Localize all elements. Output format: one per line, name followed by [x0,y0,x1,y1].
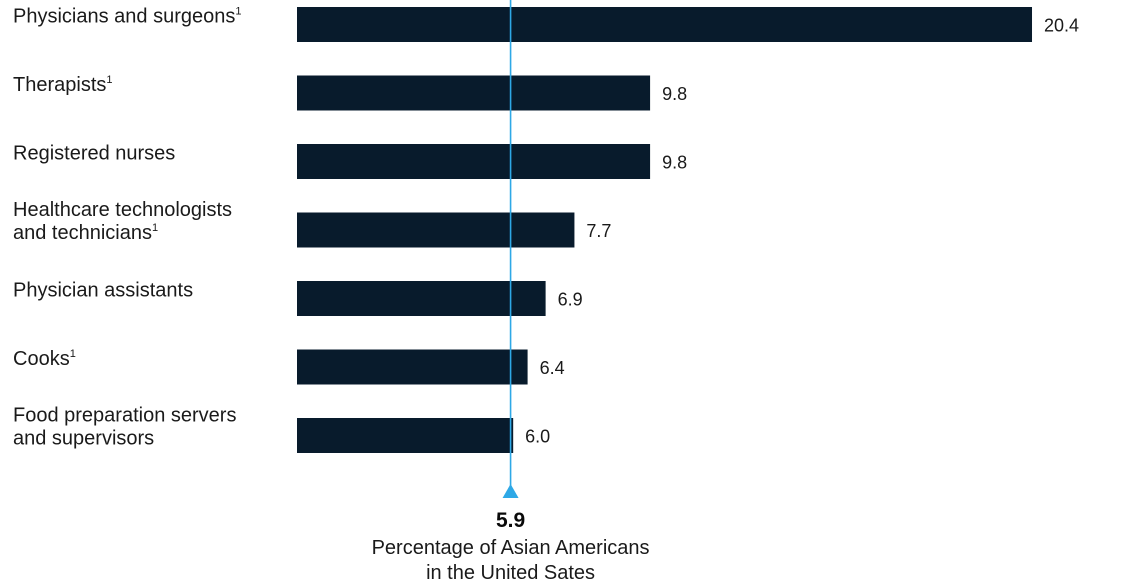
reference-caption: Percentage of Asian Americans [372,537,650,559]
bar-value-label: 7.7 [586,221,611,241]
reference-marker-icon [502,484,519,498]
category-label: Registered nurses [13,143,175,165]
reference-value: 5.9 [496,509,525,532]
category-label: Physician assistants [13,280,193,302]
bar-value-label: 9.8 [662,84,687,104]
category-label: and supervisors [13,428,154,450]
bar [297,144,651,179]
bar [297,349,528,385]
bar-value-label: 6.9 [558,290,583,310]
category-label: Food preparation servers [13,405,236,427]
category-label: Therapists1 [13,74,113,96]
bar [297,212,575,248]
bar [297,7,1033,42]
bar [297,418,514,453]
bar-value-label: 6.0 [525,427,550,447]
category-label: and technicians1 [13,222,158,244]
category-label: Cooks1 [13,348,76,370]
category-label: Healthcare technologists [13,199,232,221]
category-label: Physicians and surgeons1 [13,6,241,28]
bar [297,75,651,111]
reference-layer: 5.9 Percentage of Asian Americans in the U… [372,0,650,584]
bar-value-label: 9.8 [662,153,687,173]
bar-value-label: 6.4 [540,358,565,378]
bar [297,281,546,316]
reference-caption: in the United Sates [426,562,595,584]
bar-value-label: 20.4 [1044,16,1079,36]
bars-layer [297,7,1033,453]
labels-layer: 20.4 Physicians and surgeons1 9.8 Therapist… [13,6,1079,450]
